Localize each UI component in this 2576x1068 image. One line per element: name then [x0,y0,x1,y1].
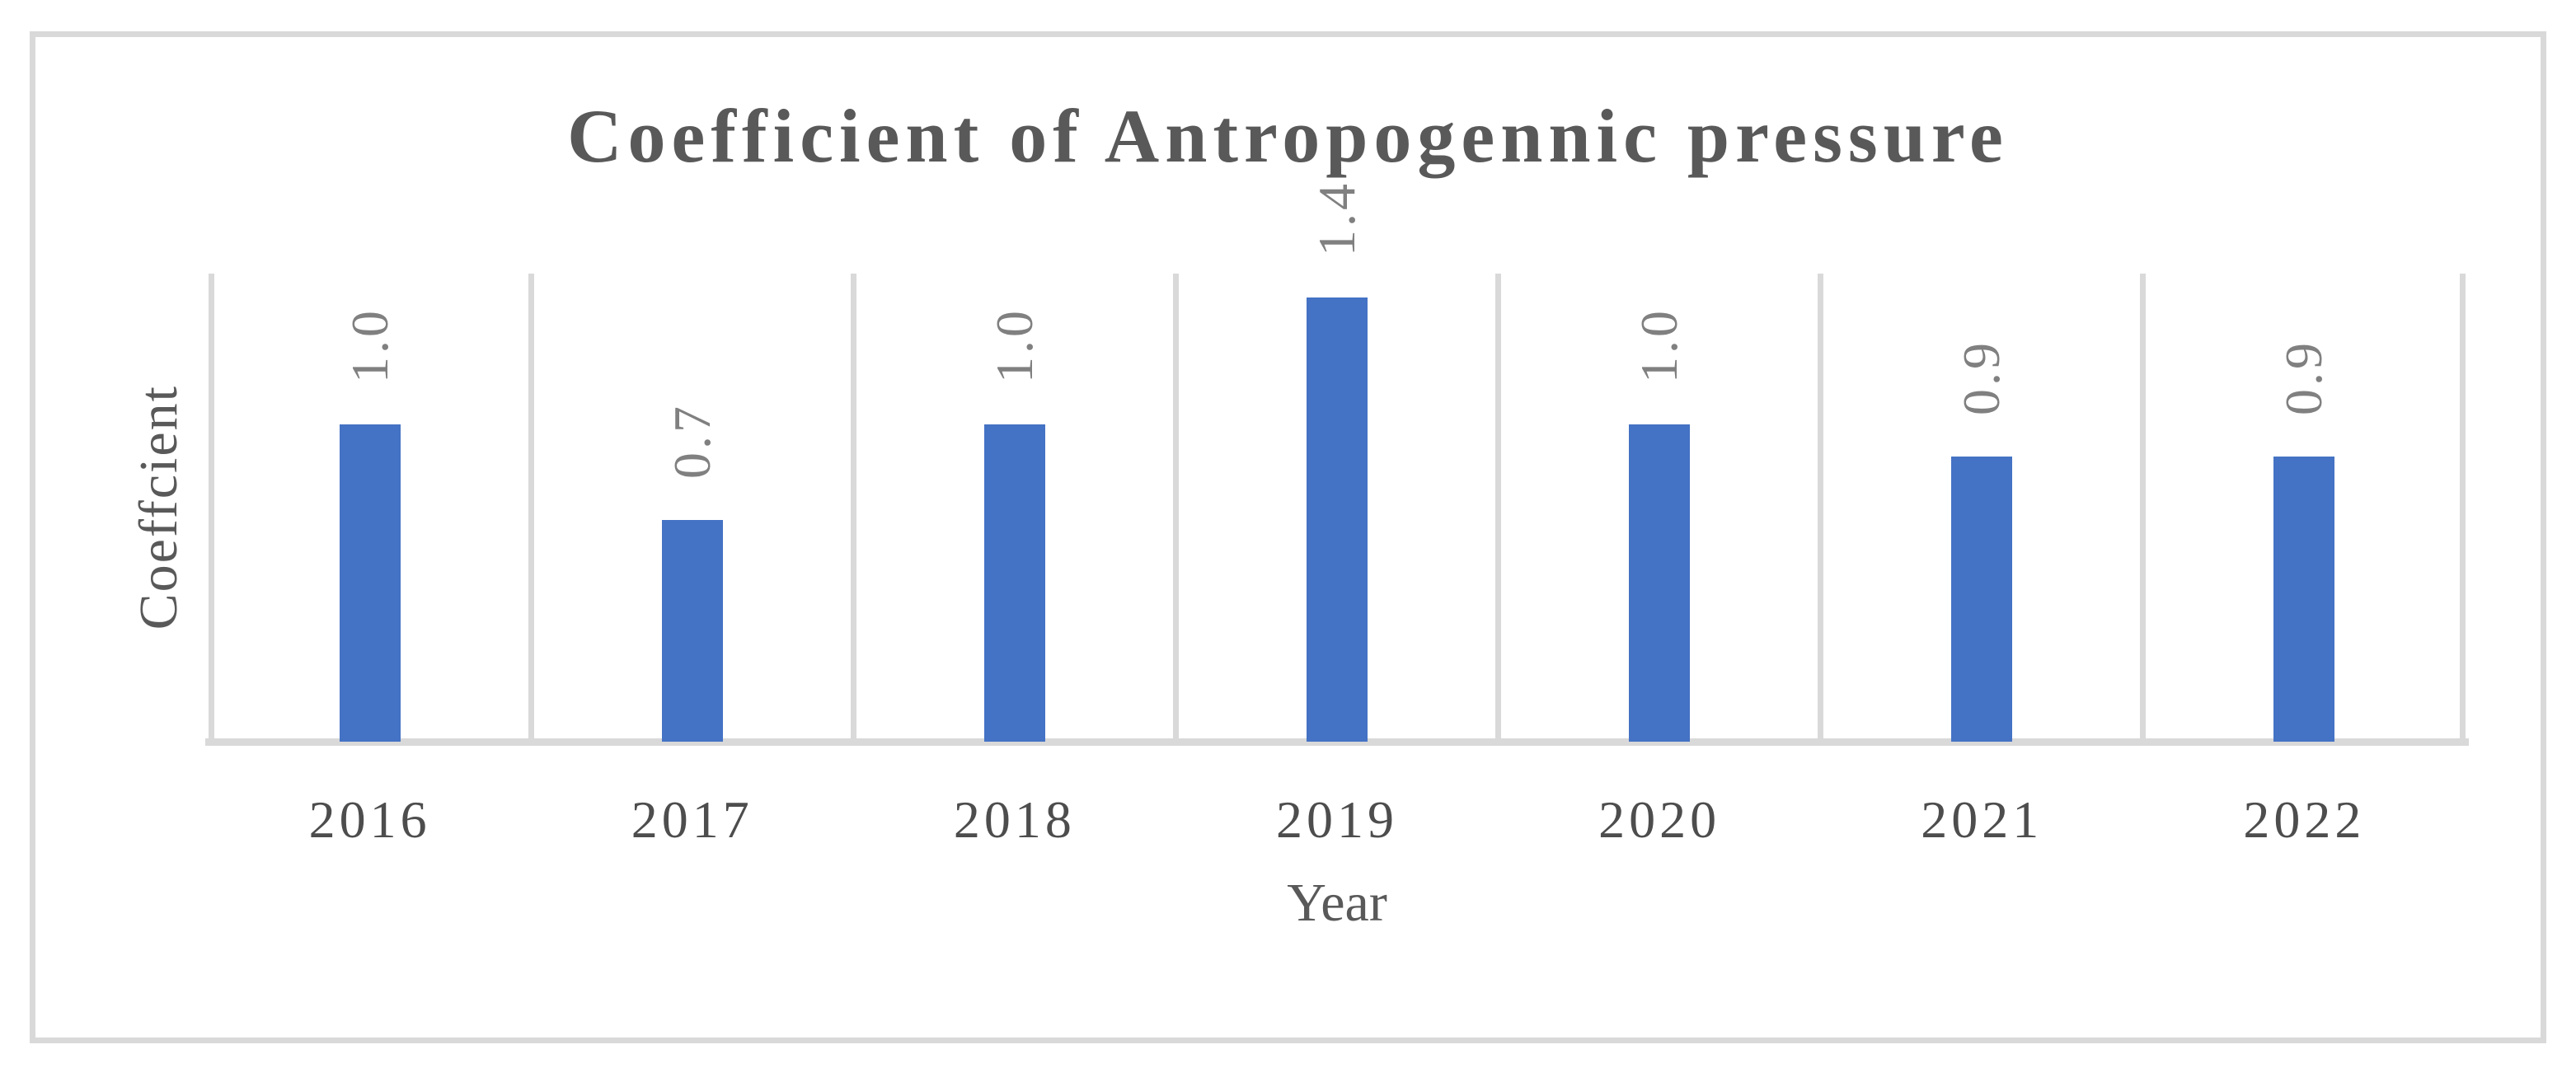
bar-column: 1.0 2018 [853,274,1175,849]
bar-value-label: 0.9 [2274,339,2334,415]
gridline [1495,274,1502,742]
bar [661,519,723,742]
bar [2273,456,2335,742]
bar-column: 1.4 2019 [1175,180,1498,849]
gridline [2140,274,2147,742]
x-tick-label: 2021 [1921,790,2043,849]
bar-column: 0.9 2022 [2143,274,2466,850]
bar-column: 1.0 2016 [209,274,531,849]
bar-value-label-wrap: 1.0 [853,307,1175,383]
gridline [2460,274,2466,742]
x-tick-label: 2016 [308,790,431,849]
bar-value-label: 1.0 [984,307,1044,383]
bar-column: 0.9 2021 [1821,274,2143,850]
gridline [1818,274,1824,742]
bar [1306,297,1368,742]
y-axis-line [209,274,214,742]
x-axis-title: Year [1287,873,1387,933]
bar-value-label: 1.0 [1630,307,1689,383]
plot-area: 1.0 2016 0.7 2017 1.0 2018 1.4 2019 1.0 2020 0.9 20… [205,180,2469,850]
x-tick-label: 2019 [1275,790,1398,849]
y-axis-title-text: Coeffcient [129,385,189,630]
x-tick-label: 2018 [953,790,1076,849]
bar-value-label: 1.0 [340,307,399,383]
bar-value-label-wrap: 1.4 [1175,180,1498,256]
bar [1951,456,2013,742]
y-axis-title: Coeffcient [122,274,196,742]
gridline [850,274,856,742]
chart-border-frame [30,31,2546,1043]
gridline [528,274,534,742]
bar-value-label-wrap: 0.7 [531,403,853,479]
x-tick-label: 2022 [2243,790,2366,849]
bar [1629,424,1691,742]
x-axis-line [205,738,2469,746]
x-tick-label: 2017 [631,790,753,849]
bar-value-label: 0.9 [1952,339,2011,415]
gridline [1172,274,1179,742]
bar-value-label: 0.7 [662,402,721,479]
bar-column: 0.7 2017 [531,274,853,850]
bar-value-label-wrap: 1.0 [209,307,531,383]
bar-value-label-wrap: 0.9 [1821,340,2143,415]
bar-value-label-wrap: 0.9 [2143,340,2466,415]
bar-value-label: 1.4 [1307,180,1366,256]
bar [983,424,1045,742]
bar-value-label-wrap: 1.0 [1499,307,1821,383]
bar-column: 1.0 2020 [1499,274,1821,849]
x-tick-label: 2020 [1598,790,1721,849]
bar [339,424,401,742]
chart-title: Coefficient of Antropogennic pressure [567,94,2009,178]
